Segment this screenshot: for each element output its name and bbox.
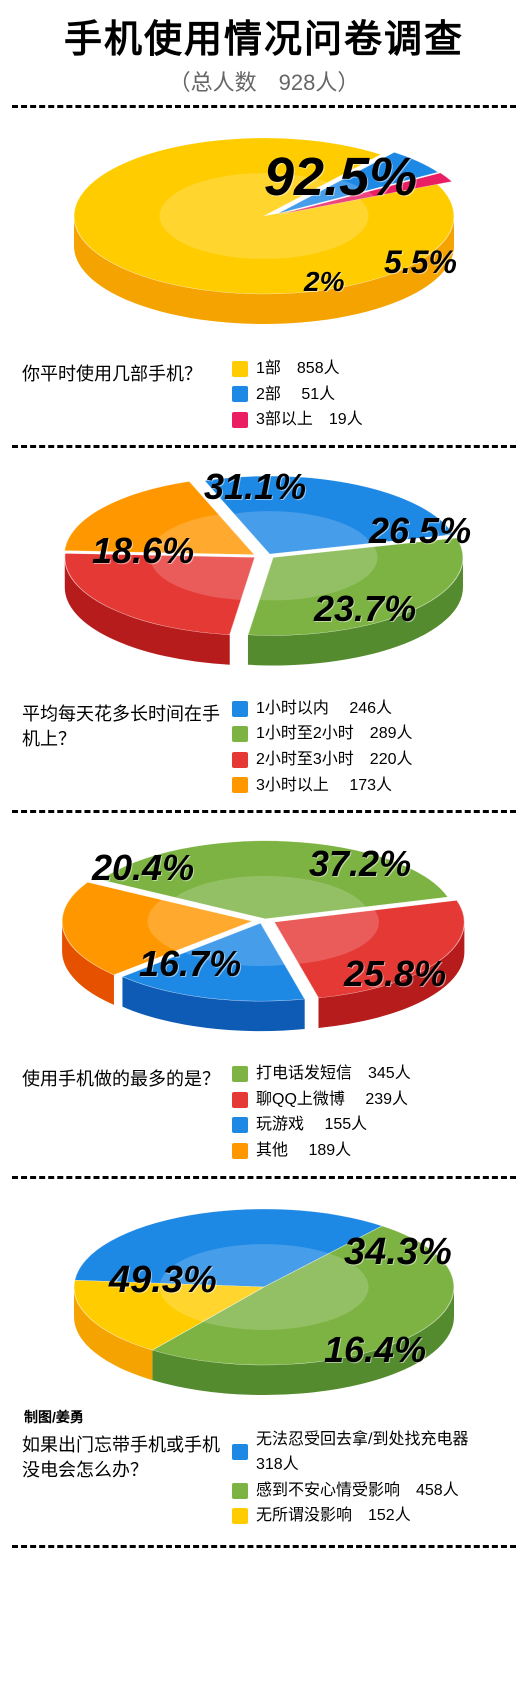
legend: 1小时以内 246人1小时至2小时 289人2小时至3小时 220人3小时以上 … bbox=[232, 696, 506, 798]
question-text: 平均每天花多长时间在手机上？ bbox=[22, 696, 232, 752]
chart-section: 34.3%49.3%16.4%制图/姜勇如果出门忘带手机或手机没电会怎么办？无法… bbox=[12, 1189, 516, 1535]
legend-item: 打电话发短信 345人 bbox=[232, 1061, 506, 1087]
pie-pct-label: 25.8% bbox=[344, 953, 446, 995]
legend-item: 1部 858人 bbox=[232, 356, 506, 382]
legend-item: 3小时以上 173人 bbox=[232, 773, 506, 799]
divider bbox=[12, 810, 516, 813]
legend-swatch bbox=[232, 386, 248, 402]
legend-label: 3部以上 19人 bbox=[256, 407, 363, 433]
legend-swatch bbox=[232, 1117, 248, 1133]
divider bbox=[12, 1176, 516, 1179]
pie-pct-label: 92.5% bbox=[264, 146, 417, 208]
legend-item: 聊QQ上微博 239人 bbox=[232, 1087, 506, 1113]
legend-swatch bbox=[232, 1508, 248, 1524]
pie-pct-label: 49.3% bbox=[109, 1259, 217, 1302]
legend-swatch bbox=[232, 361, 248, 377]
pie-pct-label: 31.1% bbox=[204, 466, 306, 508]
legend-item: 感到不安心情受影响 458人 bbox=[232, 1478, 506, 1504]
pie-chart: 34.3% 49.3% 16.4% bbox=[44, 1189, 484, 1419]
pie-pct-label: 23.7% bbox=[314, 588, 416, 630]
pie-pct-label: 16.7% bbox=[139, 943, 241, 985]
legend-item: 3部以上 19人 bbox=[232, 407, 506, 433]
legend-label: 3小时以上 173人 bbox=[256, 773, 392, 799]
divider bbox=[12, 105, 516, 108]
legend-swatch bbox=[232, 777, 248, 793]
legend-label: 无法忍受回去拿/到处找充电器 318人 bbox=[256, 1427, 506, 1478]
legend-label: 2部 51人 bbox=[256, 382, 335, 408]
page-title: 手机使用情况问卷调查 bbox=[12, 8, 516, 63]
legend-label: 1部 858人 bbox=[256, 356, 340, 382]
legend-item: 无所谓没影响 152人 bbox=[232, 1503, 506, 1529]
legend-label: 玩游戏 155人 bbox=[256, 1112, 367, 1138]
legend: 打电话发短信 345人聊QQ上微博 239人玩游戏 155人其他 189人 bbox=[232, 1061, 506, 1163]
legend-swatch bbox=[232, 1143, 248, 1159]
legend-item: 1小时至2小时 289人 bbox=[232, 721, 506, 747]
pie-chart: 92.5% 5.5% 2% bbox=[44, 118, 484, 348]
chart-section: 92.5%5.5%2%你平时使用几部手机？1部 858人2部 51人3部以上 1… bbox=[12, 118, 516, 439]
legend-label: 打电话发短信 345人 bbox=[256, 1061, 411, 1087]
pie-pct-label: 26.5% bbox=[369, 510, 471, 552]
pie-chart: 37.2% 25.8% 16.7% 20.4% bbox=[44, 823, 484, 1053]
legend-swatch bbox=[232, 752, 248, 768]
question-text: 你平时使用几部手机？ bbox=[22, 356, 232, 387]
legend-label: 感到不安心情受影响 458人 bbox=[256, 1478, 459, 1504]
legend-item: 1小时以内 246人 bbox=[232, 696, 506, 722]
legend-swatch bbox=[232, 726, 248, 742]
legend-swatch bbox=[232, 1483, 248, 1499]
subtitle: （总人数 928人） bbox=[12, 65, 516, 97]
legend-item: 玩游戏 155人 bbox=[232, 1112, 506, 1138]
pie-pct-label: 20.4% bbox=[92, 847, 194, 889]
chart-section: 37.2%25.8%16.7%20.4%使用手机做的最多的是？打电话发短信 34… bbox=[12, 823, 516, 1169]
legend-item: 2小时至3小时 220人 bbox=[232, 747, 506, 773]
legend-label: 1小时以内 246人 bbox=[256, 696, 392, 722]
pie-pct-label: 34.3% bbox=[344, 1231, 452, 1274]
pie-pct-label: 37.2% bbox=[309, 843, 411, 885]
legend-item: 其他 189人 bbox=[232, 1138, 506, 1164]
divider bbox=[12, 1545, 516, 1548]
legend-swatch bbox=[232, 1092, 248, 1108]
pie-pct-label: 16.4% bbox=[324, 1329, 426, 1371]
pie-chart: 26.5% 31.1% 23.7% 18.6% bbox=[44, 458, 484, 688]
legend-label: 聊QQ上微博 239人 bbox=[256, 1087, 408, 1113]
legend-swatch bbox=[232, 412, 248, 428]
legend-label: 其他 189人 bbox=[256, 1138, 351, 1164]
chart-section: 26.5%31.1%23.7%18.6%平均每天花多长时间在手机上？1小时以内 … bbox=[12, 458, 516, 804]
legend: 无法忍受回去拿/到处找充电器 318人感到不安心情受影响 458人无所谓没影响 … bbox=[232, 1427, 506, 1529]
legend: 1部 858人2部 51人3部以上 19人 bbox=[232, 356, 506, 433]
pie-pct-label: 2% bbox=[304, 266, 344, 298]
legend-label: 无所谓没影响 152人 bbox=[256, 1503, 411, 1529]
question-text: 使用手机做的最多的是？ bbox=[22, 1061, 232, 1092]
legend-item: 2部 51人 bbox=[232, 382, 506, 408]
legend-swatch bbox=[232, 1444, 248, 1460]
legend-item: 无法忍受回去拿/到处找充电器 318人 bbox=[232, 1427, 506, 1478]
legend-label: 1小时至2小时 289人 bbox=[256, 721, 413, 747]
divider bbox=[12, 445, 516, 448]
pie-pct-label: 5.5% bbox=[384, 244, 457, 281]
legend-swatch bbox=[232, 1066, 248, 1082]
pie-pct-label: 18.6% bbox=[92, 530, 194, 572]
legend-label: 2小时至3小时 220人 bbox=[256, 747, 413, 773]
credit-text: 制图/姜勇 bbox=[12, 1407, 516, 1427]
legend-swatch bbox=[232, 701, 248, 717]
question-text: 如果出门忘带手机或手机没电会怎么办？ bbox=[22, 1427, 232, 1483]
